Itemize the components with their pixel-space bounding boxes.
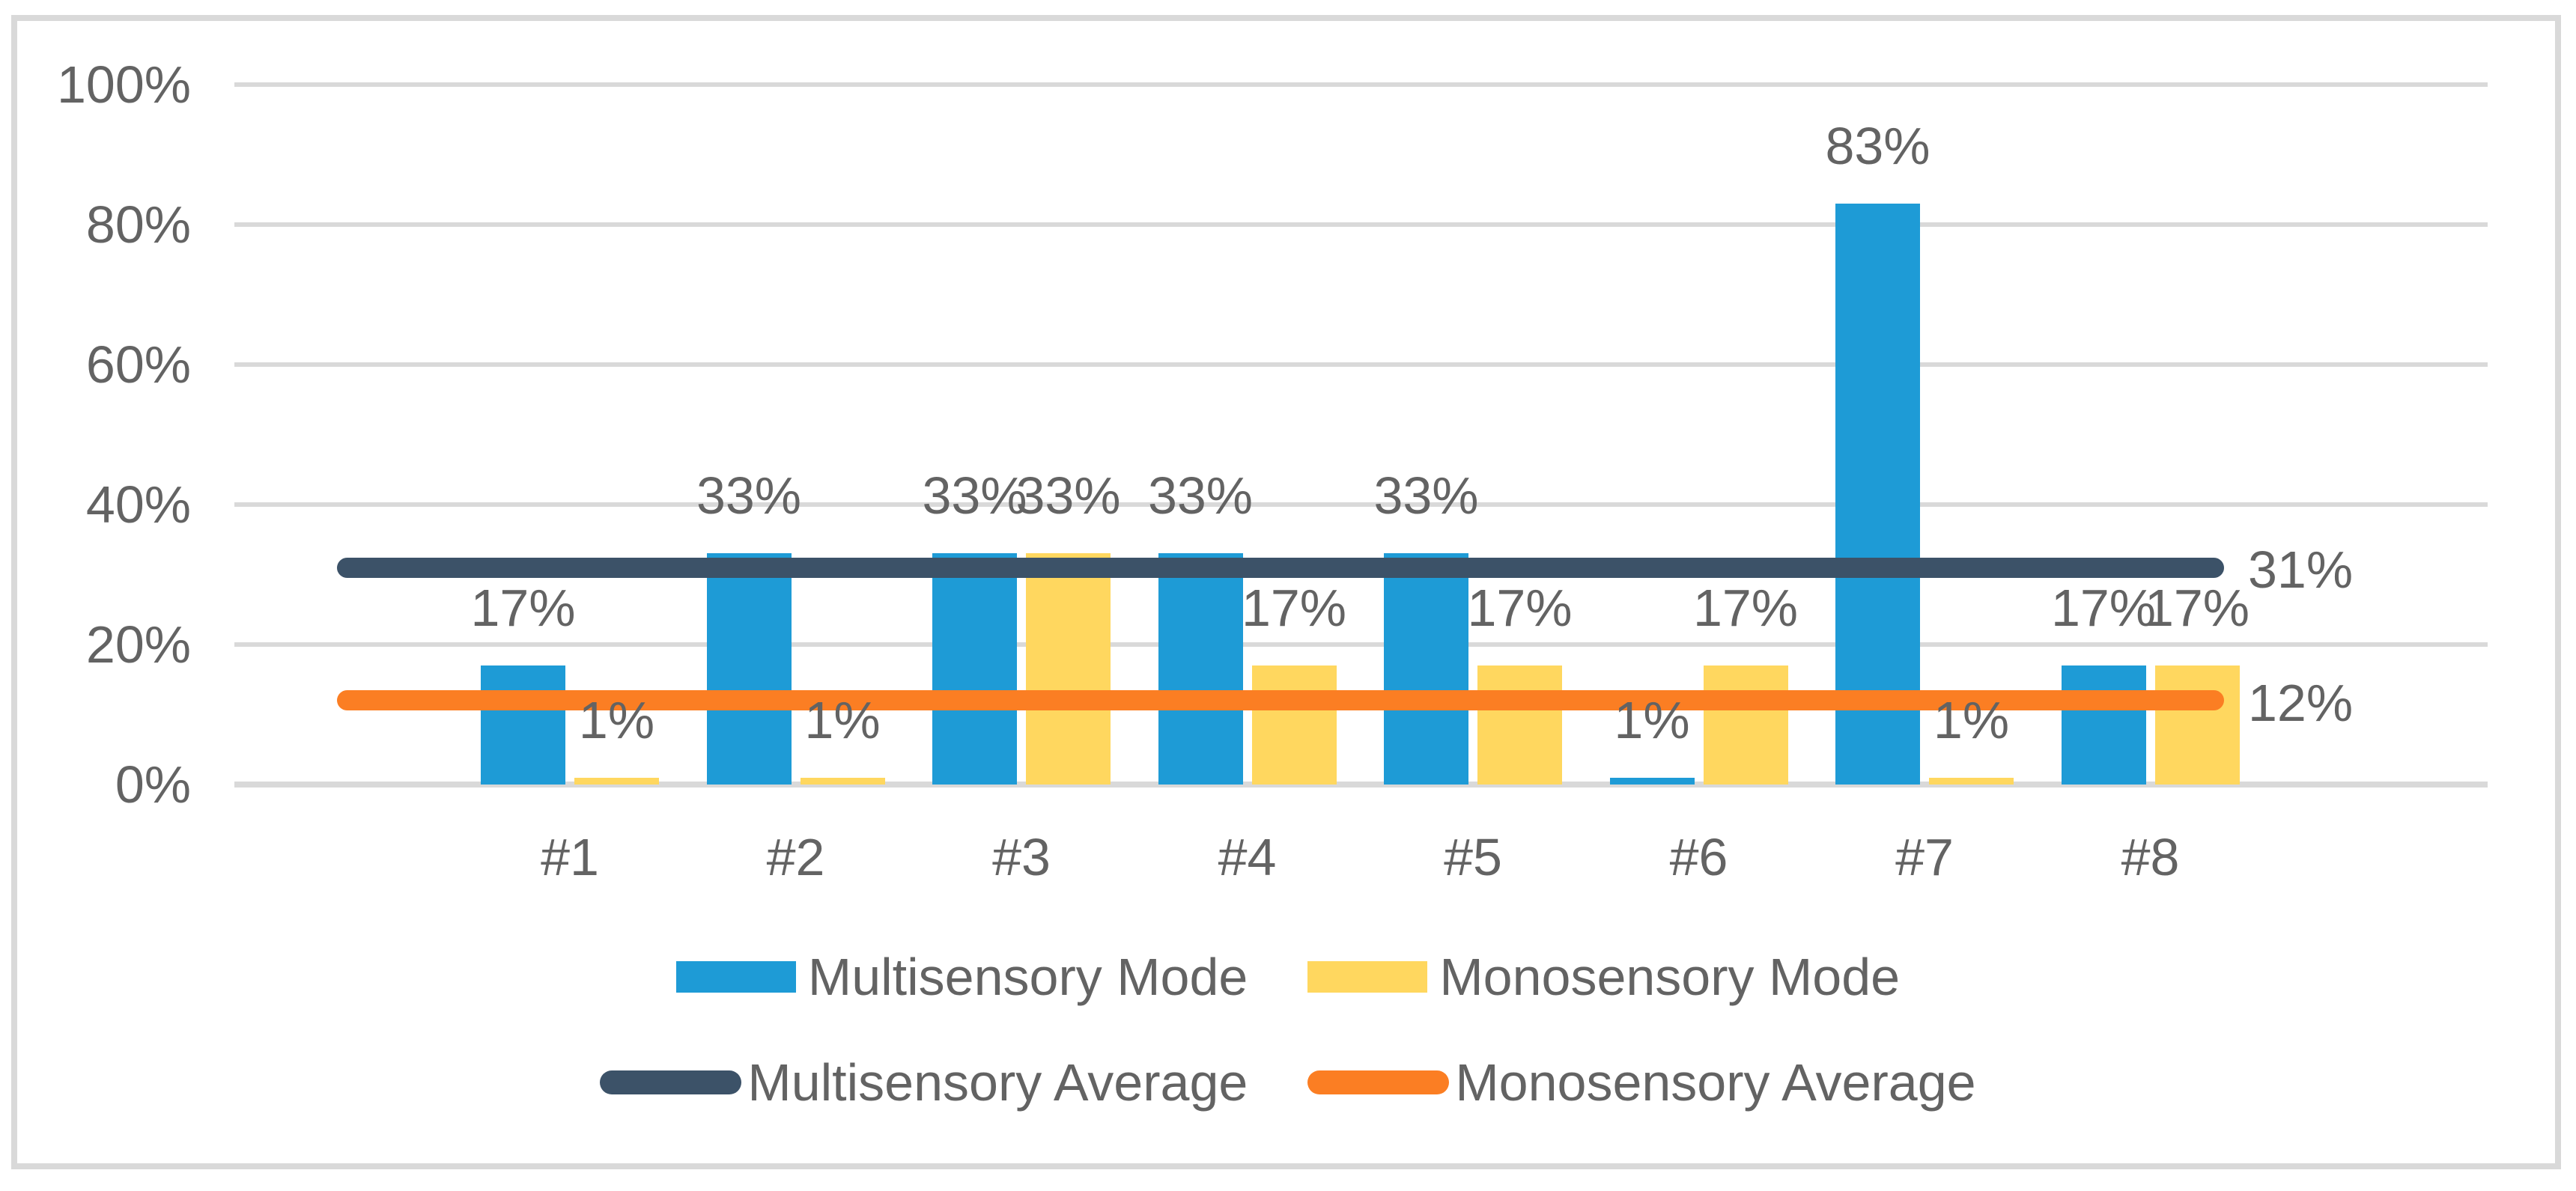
data-label-monosensory-mode-2: 1% [804,690,881,749]
bar-multisensory-mode-6 [1609,777,1695,785]
gridline-100 [234,82,2488,87]
data-label-multisensory-mode-7: 83% [1825,116,1931,175]
y-tick-label-40: 40% [85,475,191,534]
data-label-monosensory-mode-8: 17% [2144,579,2250,638]
category-label-6: #6 [1669,828,1728,886]
bar-monosensory-mode-4 [1251,665,1337,785]
gridline-80 [234,222,2488,227]
legend-swatch-multisensory-average [600,1070,742,1094]
bar-monosensory-mode-6 [1703,665,1788,785]
data-label-monosensory-mode-3: 33% [1015,466,1121,526]
category-label-3: #3 [992,828,1051,886]
bar-multisensory-mode-4 [1158,553,1243,785]
data-label-multisensory-mode-5: 33% [1373,466,1479,526]
category-label-8: #8 [2121,828,2180,886]
x-axis-line [234,782,2488,788]
bar-monosensory-mode-7 [1929,777,2014,785]
bar-multisensory-mode-1 [481,665,565,785]
bar-monosensory-mode-1 [574,777,659,785]
category-label-7: #7 [1895,828,1954,886]
y-tick-label-100: 100% [56,55,191,114]
bar-monosensory-mode-8 [2154,665,2240,785]
bar-multisensory-mode-7 [1835,203,1920,785]
gridline-20 [234,642,2488,647]
legend-label-multisensory-average: Multisensory Average [747,1053,1248,1112]
bar-multisensory-mode-8 [2061,665,2146,785]
line-value-label-multisensory-average: 31% [2248,540,2354,600]
legend-entry-multisensory-mode: Multisensory Mode [675,948,1248,1006]
legend-label-multisensory-mode: Multisensory Mode [807,948,1248,1006]
legend-row-1: Multisensory Mode Monosensory Mode [0,951,2576,1003]
bar-monosensory-mode-5 [1477,665,1562,785]
data-label-monosensory-mode-6: 17% [1692,579,1799,638]
category-label-4: #4 [1218,828,1277,886]
data-label-multisensory-mode-8: 17% [2050,579,2157,638]
legend-row-2: Multisensory Average Monosensory Average [0,1056,2576,1109]
average-line-monosensory-average [337,690,2224,711]
average-line-multisensory-average [337,557,2224,578]
y-tick-label-60: 60% [85,335,191,394]
data-label-multisensory-mode-4: 33% [1147,466,1254,526]
bar-multisensory-mode-2 [706,553,792,785]
y-tick-label-20: 20% [85,615,191,674]
bar-monosensory-mode-3 [1026,553,1111,785]
category-label-1: #1 [541,828,599,886]
data-label-multisensory-mode-2: 33% [696,466,802,526]
category-label-2: #2 [766,828,825,886]
gridline-40 [234,502,2488,507]
data-label-monosensory-mode-4: 17% [1241,579,1347,638]
category-label-5: #5 [1444,828,1502,886]
legend-swatch-monosensory-mode [1307,961,1428,993]
legend-label-monosensory-average: Monosensory Average [1455,1053,1976,1112]
y-tick-label-0: 0% [115,755,191,814]
legend-entry-monosensory-mode: Monosensory Mode [1307,951,1900,1003]
data-label-multisensory-mode-1: 17% [470,579,576,638]
bar-multisensory-mode-5 [1384,553,1468,785]
data-label-monosensory-mode-7: 1% [1933,690,2010,749]
bar-multisensory-mode-3 [932,553,1017,785]
legend-swatch-multisensory-mode [675,961,796,993]
y-tick-label-80: 80% [85,195,191,254]
line-value-label-monosensory-average: 12% [2248,673,2354,732]
bar-monosensory-mode-2 [800,777,885,785]
gridline-60 [234,362,2488,367]
figure-border [11,15,2561,1169]
data-label-multisensory-mode-6: 1% [1614,690,1690,749]
data-label-monosensory-mode-1: 1% [578,690,655,749]
legend-entry-multisensory-average: Multisensory Average [600,1056,1248,1109]
data-label-monosensory-mode-5: 17% [1467,579,1573,638]
legend-entry-monosensory-average: Monosensory Average [1307,1053,1976,1112]
legend-swatch-monosensory-average [1307,1070,1450,1094]
legend: Multisensory Mode Monosensory Mode Multise… [0,951,2576,1162]
data-label-multisensory-mode-3: 33% [922,466,1027,526]
legend-label-monosensory-mode: Monosensory Mode [1439,948,1901,1006]
